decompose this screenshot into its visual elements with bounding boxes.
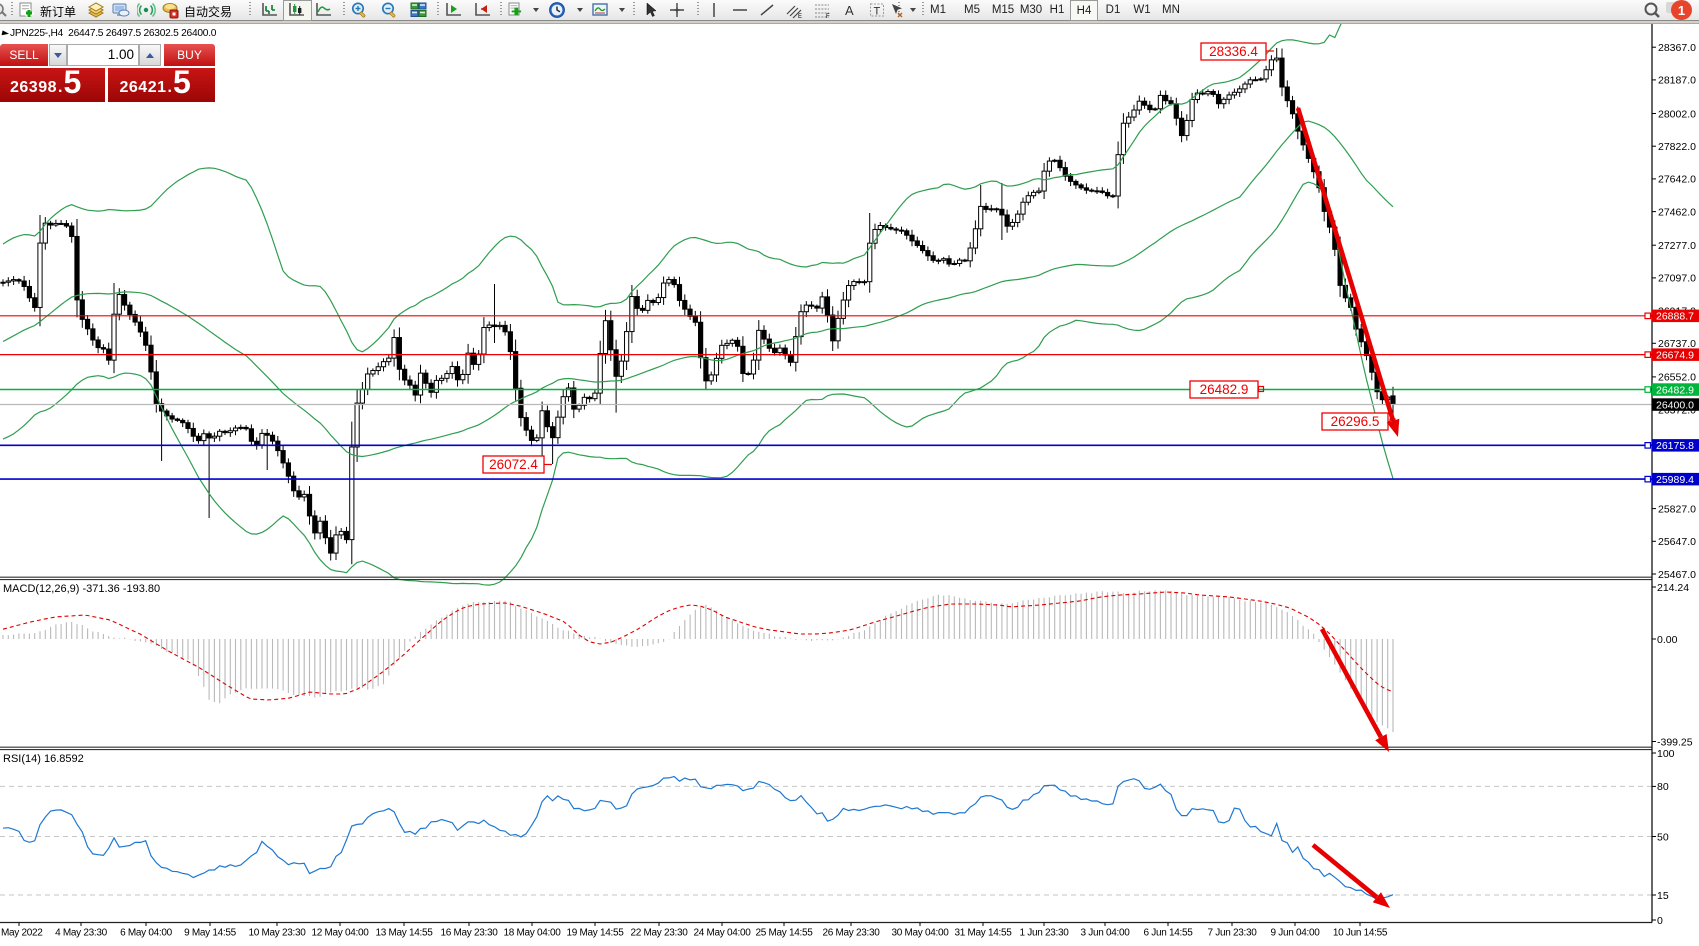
svg-text:RSI(14) 16.8592: RSI(14) 16.8592 xyxy=(3,753,84,765)
svg-text:3 Jun 04:00: 3 Jun 04:00 xyxy=(1081,928,1131,939)
svg-text:25827.0: 25827.0 xyxy=(1658,503,1696,515)
svg-text:26737.0: 26737.0 xyxy=(1658,338,1696,350)
svg-text:A: A xyxy=(845,3,854,18)
svg-text:6 Jun 14:55: 6 Jun 14:55 xyxy=(1144,928,1194,939)
svg-text:0.00: 0.00 xyxy=(1657,634,1678,646)
svg-text:26674.9: 26674.9 xyxy=(1656,349,1694,361)
svg-text:26482.9: 26482.9 xyxy=(1656,384,1694,396)
svg-text:26175.8: 26175.8 xyxy=(1656,440,1694,452)
svg-text:T: T xyxy=(874,6,881,18)
svg-text:4 May 23:30: 4 May 23:30 xyxy=(55,928,107,939)
svg-text:19 May 14:55: 19 May 14:55 xyxy=(567,928,625,939)
svg-text:-399.25: -399.25 xyxy=(1657,736,1693,748)
svg-text:7 Jun 23:30: 7 Jun 23:30 xyxy=(1208,928,1258,939)
svg-text:May 2022: May 2022 xyxy=(1,928,43,939)
svg-text:18 May 04:00: 18 May 04:00 xyxy=(504,928,562,939)
svg-text:13 May 14:55: 13 May 14:55 xyxy=(376,928,434,939)
svg-text:26552.0: 26552.0 xyxy=(1658,372,1696,384)
svg-text:12 May 04:00: 12 May 04:00 xyxy=(312,928,370,939)
svg-text:1 Jun 23:30: 1 Jun 23:30 xyxy=(1020,928,1070,939)
svg-text:26 May 23:30: 26 May 23:30 xyxy=(823,928,881,939)
svg-text:25 May 14:55: 25 May 14:55 xyxy=(756,928,814,939)
svg-text:E: E xyxy=(798,14,802,19)
svg-text:0: 0 xyxy=(1657,915,1663,927)
svg-text:80: 80 xyxy=(1657,781,1669,793)
svg-text:26888.7: 26888.7 xyxy=(1656,311,1694,323)
svg-text:9 Jun 04:00: 9 Jun 04:00 xyxy=(1271,928,1321,939)
svg-text:25647.0: 25647.0 xyxy=(1658,536,1696,548)
svg-text:26482.9: 26482.9 xyxy=(1200,382,1249,397)
svg-text:27462.0: 27462.0 xyxy=(1658,206,1696,218)
svg-text:31 May 14:55: 31 May 14:55 xyxy=(955,928,1013,939)
svg-text:214.24: 214.24 xyxy=(1657,582,1689,594)
svg-text:MACD(12,26,9) -371.36 -193.80: MACD(12,26,9) -371.36 -193.80 xyxy=(3,583,160,595)
svg-text:26400.0: 26400.0 xyxy=(1656,399,1694,411)
svg-text:6 May 04:00: 6 May 04:00 xyxy=(120,928,172,939)
svg-text:22 May 23:30: 22 May 23:30 xyxy=(631,928,689,939)
svg-text:26072.4: 26072.4 xyxy=(489,457,538,472)
svg-text:27277.0: 27277.0 xyxy=(1658,240,1696,252)
svg-text:28002.0: 28002.0 xyxy=(1658,108,1696,120)
svg-text:27642.0: 27642.0 xyxy=(1658,174,1696,186)
svg-text:27097.0: 27097.0 xyxy=(1658,273,1696,285)
svg-text:10 Jun 14:55: 10 Jun 14:55 xyxy=(1333,928,1388,939)
svg-text:27822.0: 27822.0 xyxy=(1658,141,1696,153)
svg-text:24 May 04:00: 24 May 04:00 xyxy=(694,928,752,939)
svg-text:F: F xyxy=(826,14,830,19)
svg-text:10 May 23:30: 10 May 23:30 xyxy=(249,928,307,939)
svg-text:28367.0: 28367.0 xyxy=(1658,42,1696,54)
svg-text:100: 100 xyxy=(1657,748,1675,760)
svg-text:16 May 23:30: 16 May 23:30 xyxy=(441,928,499,939)
svg-text:25467.0: 25467.0 xyxy=(1658,569,1696,581)
svg-text:26296.5: 26296.5 xyxy=(1331,414,1380,429)
svg-text:50: 50 xyxy=(1657,831,1669,843)
svg-text:28336.4: 28336.4 xyxy=(1209,44,1258,59)
svg-text:25989.4: 25989.4 xyxy=(1656,474,1694,486)
svg-text:9 May 14:55: 9 May 14:55 xyxy=(184,928,236,939)
svg-text:15: 15 xyxy=(1657,890,1669,902)
svg-text:30 May 04:00: 30 May 04:00 xyxy=(892,928,950,939)
svg-text:28187.0: 28187.0 xyxy=(1658,75,1696,87)
